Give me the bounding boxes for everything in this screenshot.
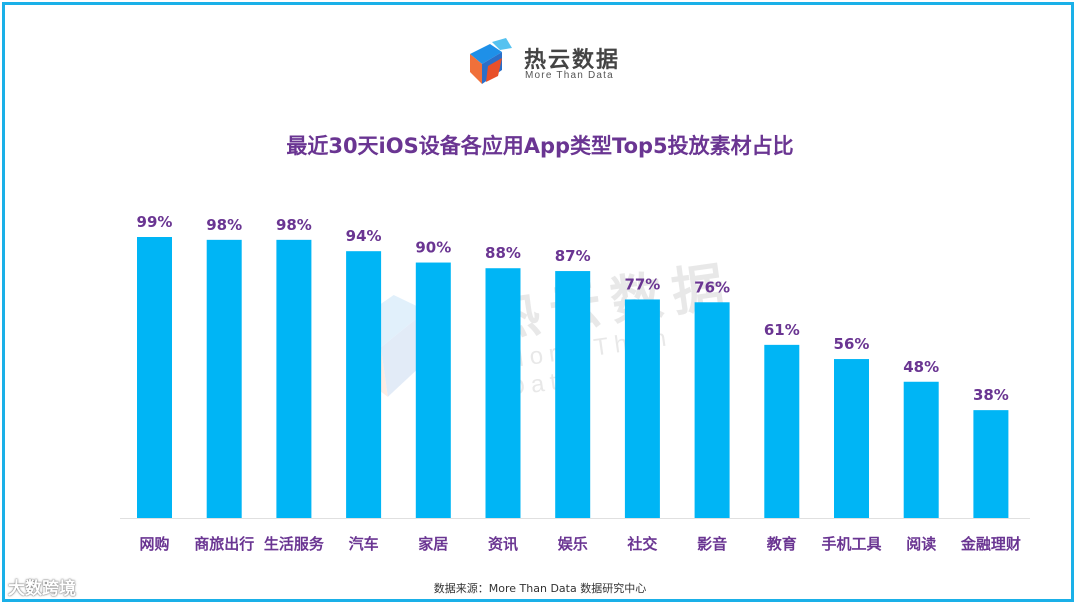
bar-3 <box>346 251 382 518</box>
value-label-7: 77% <box>624 275 660 293</box>
bar-2 <box>276 239 312 518</box>
category-label-7: 社交 <box>626 535 657 553</box>
bar-4 <box>415 262 451 518</box>
bar-11 <box>903 381 939 518</box>
value-label-3: 94% <box>346 227 382 245</box>
chart-title: 最近30天iOS设备各应用App类型Top5投放素材占比 <box>286 134 794 158</box>
value-label-4: 90% <box>415 239 451 257</box>
category-label-4: 家居 <box>418 535 448 553</box>
value-label-8: 76% <box>694 278 730 296</box>
value-label-5: 88% <box>485 244 521 262</box>
category-label-5: 资讯 <box>488 535 518 553</box>
value-label-6: 87% <box>555 247 591 265</box>
category-label-1: 商旅出行 <box>194 535 254 553</box>
value-label-12: 38% <box>973 386 1009 404</box>
bar-9 <box>764 344 800 518</box>
category-label-10: 手机工具 <box>821 535 881 553</box>
bar-6 <box>555 271 591 518</box>
logo-name: 热云数据 <box>524 48 621 73</box>
slide-frame <box>2 2 1074 602</box>
source-note: 数据来源：More Than Data 数据研究中心 <box>433 582 647 595</box>
bar-5 <box>485 268 521 518</box>
category-label-6: 娱乐 <box>558 535 588 553</box>
corner-watermark: 大数跨境 <box>8 579 76 599</box>
value-label-0: 99% <box>137 213 173 231</box>
value-label-9: 61% <box>764 321 800 339</box>
category-label-8: 影音 <box>697 535 727 553</box>
value-label-1: 98% <box>206 216 242 234</box>
bar-8 <box>694 302 730 518</box>
category-label-9: 教育 <box>766 535 797 553</box>
brand-logo: 热云数据 More Than Data <box>462 36 662 92</box>
category-label-12: 金融理财 <box>960 535 1021 553</box>
category-label-3: 汽车 <box>349 535 379 553</box>
value-label-10: 56% <box>834 335 870 353</box>
category-label-0: 网购 <box>139 535 169 553</box>
cube-logo-icon <box>470 38 512 84</box>
bar-7 <box>624 299 660 518</box>
category-label-11: 阅读 <box>906 535 936 553</box>
bar-10 <box>834 359 869 518</box>
category-label-2: 生活服务 <box>264 535 325 553</box>
bar-0 <box>137 237 172 518</box>
bar-1 <box>206 239 242 518</box>
value-label-11: 48% <box>903 358 939 376</box>
value-label-2: 98% <box>276 216 312 234</box>
bar-12 <box>973 410 1009 518</box>
logo-subtitle: More Than Data <box>525 70 614 81</box>
